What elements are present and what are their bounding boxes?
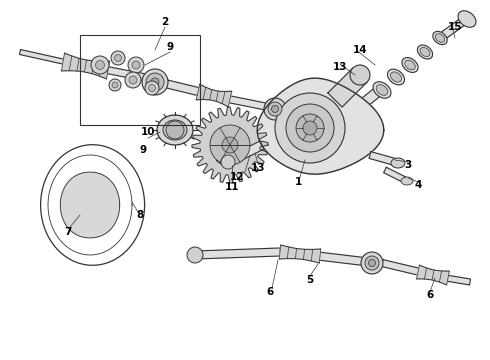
Circle shape (166, 121, 184, 139)
Polygon shape (438, 17, 467, 41)
Ellipse shape (405, 60, 415, 70)
Ellipse shape (373, 82, 391, 98)
Circle shape (187, 247, 203, 263)
Polygon shape (195, 248, 280, 259)
Circle shape (271, 105, 278, 112)
Polygon shape (369, 152, 396, 165)
Circle shape (268, 102, 282, 116)
Text: 11: 11 (225, 182, 239, 192)
Circle shape (148, 85, 155, 91)
Circle shape (96, 60, 104, 69)
Circle shape (111, 51, 125, 65)
Text: 1: 1 (294, 177, 302, 187)
Circle shape (275, 93, 345, 163)
Text: 2: 2 (161, 17, 169, 27)
Text: 9: 9 (167, 42, 173, 52)
Text: 9: 9 (140, 145, 147, 155)
Circle shape (129, 76, 137, 84)
Polygon shape (106, 67, 148, 81)
Circle shape (303, 121, 317, 135)
Ellipse shape (376, 85, 388, 95)
Circle shape (142, 69, 168, 95)
Ellipse shape (391, 158, 405, 168)
Polygon shape (196, 84, 232, 107)
Text: 15: 15 (448, 22, 462, 32)
Ellipse shape (417, 45, 433, 59)
Ellipse shape (433, 31, 447, 45)
Text: 13: 13 (333, 62, 347, 72)
Polygon shape (216, 156, 228, 166)
Circle shape (109, 79, 121, 91)
Polygon shape (381, 260, 421, 275)
Polygon shape (227, 95, 269, 111)
Text: 8: 8 (136, 210, 144, 220)
Polygon shape (318, 252, 368, 266)
Circle shape (125, 72, 141, 88)
Circle shape (112, 82, 118, 88)
Circle shape (221, 155, 235, 169)
Polygon shape (384, 167, 406, 183)
Circle shape (210, 125, 250, 165)
Circle shape (296, 114, 324, 142)
Polygon shape (257, 78, 384, 174)
Circle shape (91, 56, 109, 74)
Polygon shape (61, 53, 110, 79)
Circle shape (151, 78, 159, 86)
Text: 3: 3 (404, 160, 412, 170)
Circle shape (128, 57, 144, 73)
Circle shape (222, 137, 238, 153)
Circle shape (368, 260, 375, 266)
Ellipse shape (391, 72, 401, 82)
Circle shape (350, 65, 370, 85)
Ellipse shape (388, 69, 405, 85)
Ellipse shape (163, 120, 187, 140)
Circle shape (146, 73, 164, 91)
Ellipse shape (420, 48, 430, 57)
Text: 12: 12 (230, 172, 244, 182)
Circle shape (361, 252, 383, 274)
Text: 5: 5 (306, 275, 314, 285)
Polygon shape (60, 172, 120, 238)
Circle shape (286, 104, 334, 152)
Polygon shape (192, 107, 268, 183)
Text: 13: 13 (251, 163, 265, 173)
Circle shape (115, 54, 122, 62)
Text: 6: 6 (267, 287, 273, 297)
Polygon shape (328, 68, 367, 107)
Circle shape (264, 98, 286, 120)
Text: 6: 6 (426, 290, 434, 300)
Polygon shape (352, 86, 383, 114)
Text: 10: 10 (141, 127, 155, 137)
Ellipse shape (157, 115, 193, 145)
Text: 7: 7 (64, 227, 72, 237)
Circle shape (132, 61, 140, 69)
Text: 14: 14 (353, 45, 368, 55)
Ellipse shape (401, 177, 413, 185)
Ellipse shape (402, 58, 418, 72)
Polygon shape (166, 80, 201, 96)
Polygon shape (416, 265, 449, 285)
Polygon shape (445, 275, 470, 285)
Polygon shape (279, 245, 320, 263)
Circle shape (365, 256, 379, 270)
Text: 4: 4 (415, 180, 422, 190)
Ellipse shape (458, 11, 476, 27)
Polygon shape (20, 50, 66, 64)
Circle shape (145, 81, 159, 95)
Polygon shape (226, 141, 264, 166)
Ellipse shape (435, 34, 444, 42)
